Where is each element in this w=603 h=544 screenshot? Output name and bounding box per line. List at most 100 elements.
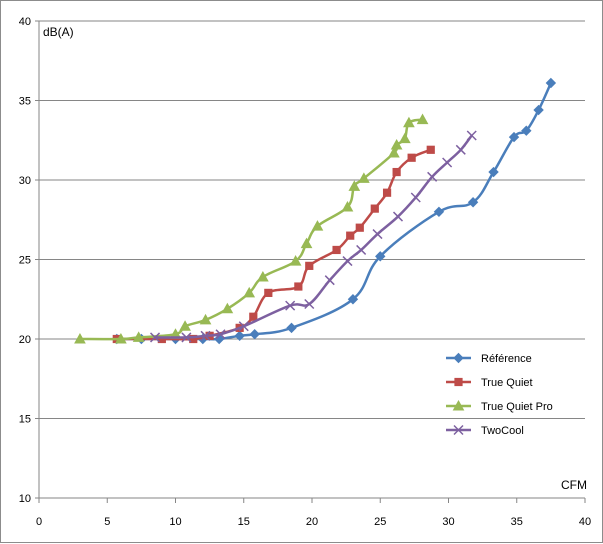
point-triangle-marker — [403, 116, 415, 128]
point-triangle-marker — [132, 331, 145, 342]
point-square-marker — [305, 261, 314, 270]
point-diamond-marker — [521, 125, 532, 136]
x-tick-label: 40 — [579, 516, 591, 528]
point-square-marker — [426, 145, 435, 154]
series-layer — [74, 77, 557, 345]
x-tick-label: 20 — [306, 516, 318, 528]
point-triangle-marker — [257, 270, 269, 282]
x-tick-label: 35 — [511, 516, 523, 528]
point-square-marker — [249, 312, 258, 321]
y-tick-label: 10 — [19, 493, 31, 505]
point-square-marker — [392, 167, 401, 177]
point-diamond-marker — [453, 352, 464, 364]
legend-label: Référence — [481, 353, 532, 365]
x-stroke — [342, 256, 353, 267]
y-tick-label: 15 — [19, 414, 31, 426]
x-stroke — [324, 275, 335, 286]
point-diamond-marker — [213, 333, 225, 345]
series-true-quiet-pro — [74, 113, 429, 344]
series-twocool — [149, 130, 477, 343]
point-triangle-marker — [115, 332, 127, 344]
point-x-marker — [200, 330, 211, 341]
x-stroke — [215, 329, 226, 340]
point-triangle-marker — [398, 132, 411, 144]
point-diamond-marker — [249, 329, 260, 340]
point-square-marker — [382, 188, 392, 197]
x-tick-label: 10 — [169, 516, 181, 528]
x-tick-label: 25 — [374, 516, 386, 528]
series-r-f-rence — [111, 77, 557, 345]
y-axis-title: dB(A) — [43, 25, 74, 39]
point-x-marker — [455, 144, 466, 155]
x-stroke — [427, 171, 438, 182]
series-line — [116, 148, 432, 341]
point-triangle-marker — [199, 313, 212, 325]
point-square-marker — [407, 153, 416, 162]
x-stroke — [442, 157, 453, 168]
point-triangle-marker — [348, 180, 361, 191]
y-tick-label: 25 — [19, 255, 31, 267]
x-axis-title: CFM — [561, 478, 587, 492]
x-stroke — [372, 229, 383, 240]
legend: Référence True Quiet True Quiet Pro TwoCool — [446, 352, 553, 437]
point-square-marker — [294, 282, 303, 291]
point-triangle-marker — [179, 320, 191, 331]
point-diamond-marker — [545, 77, 557, 89]
legend-label: TwoCool — [481, 425, 524, 437]
legend-item: Référence — [446, 352, 532, 365]
point-x-marker — [356, 244, 367, 255]
point-diamond-marker — [286, 322, 297, 334]
point-square-marker — [189, 334, 198, 344]
point-triangle-marker — [452, 399, 465, 411]
point-x-marker — [442, 157, 453, 168]
axes: 10 15 20 25 30 35 40 0 5 10 15 20 25 30 35 40 dB(A) CFM — [19, 16, 591, 528]
point-x-marker — [285, 300, 296, 311]
point-x-marker — [427, 171, 438, 182]
x-stroke — [466, 130, 477, 141]
point-triangle-marker — [300, 237, 313, 249]
x-stroke — [181, 332, 192, 343]
x-stroke — [455, 144, 466, 155]
point-diamond-marker — [234, 330, 245, 342]
legend-item: True Quiet Pro — [446, 399, 553, 413]
point-x-marker — [392, 211, 404, 222]
point-square-marker — [346, 231, 355, 240]
point-triangle-marker — [341, 201, 354, 212]
point-triangle-marker — [416, 113, 429, 125]
point-x-marker — [149, 332, 161, 343]
point-x-marker — [372, 229, 383, 240]
point-x-marker — [215, 329, 226, 340]
point-triangle-marker — [388, 146, 400, 158]
x-stroke — [356, 244, 367, 255]
point-x-marker — [181, 332, 192, 343]
y-tick-label: 40 — [19, 16, 31, 28]
point-square-marker — [370, 204, 379, 213]
x-stroke — [285, 300, 296, 311]
point-x-marker — [304, 298, 315, 310]
x-stroke — [304, 298, 315, 310]
point-x-marker — [466, 130, 477, 141]
point-square-marker — [355, 223, 364, 232]
x-tick-label: 30 — [442, 516, 454, 528]
y-tick-label: 30 — [19, 175, 31, 187]
point-triangle-marker — [358, 172, 370, 183]
legend-label: True Quiet — [481, 377, 533, 389]
legend-item: True Quiet — [446, 377, 533, 389]
x-tick-label: 15 — [238, 516, 250, 528]
x-stroke — [410, 192, 421, 203]
y-tick-label: 35 — [19, 96, 31, 108]
point-x-marker — [342, 256, 353, 267]
x-tick-label: 5 — [104, 516, 110, 528]
x-stroke — [453, 424, 464, 436]
point-square-marker — [454, 377, 463, 387]
point-diamond-marker — [467, 197, 479, 208]
point-x-marker — [238, 321, 249, 332]
point-x-marker — [453, 424, 464, 436]
x-stroke — [200, 330, 211, 341]
point-square-marker — [264, 288, 273, 297]
x-tick-label: 0 — [36, 516, 42, 528]
series-line — [116, 82, 553, 341]
point-triangle-marker — [289, 255, 302, 266]
point-triangle-marker — [221, 302, 234, 314]
